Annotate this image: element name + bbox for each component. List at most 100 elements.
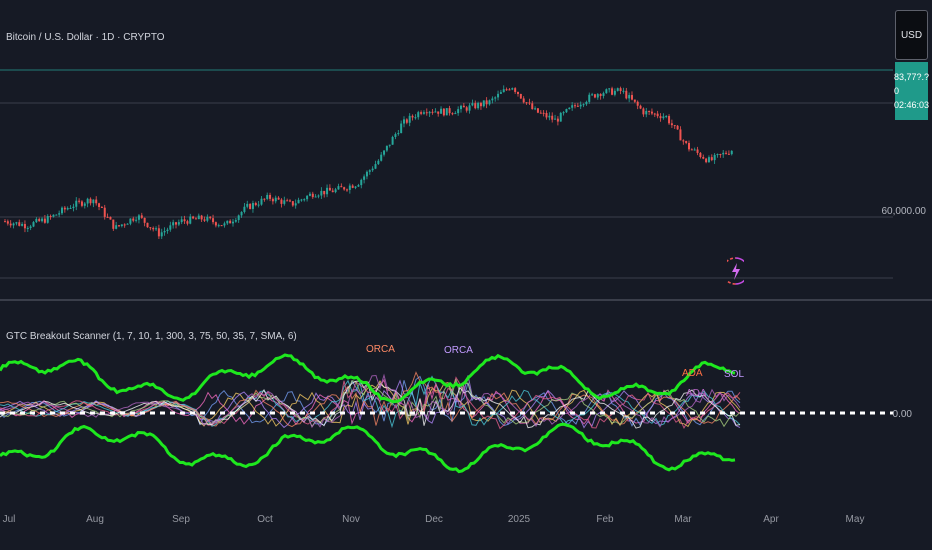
candle-body (120, 224, 123, 227)
candle-body (35, 218, 38, 223)
indicator-zero-tick: 0.00 (892, 409, 912, 420)
candle-body (166, 229, 169, 231)
candle-body (365, 171, 368, 177)
candle-body (83, 203, 86, 206)
candle-body (488, 100, 491, 105)
candle-body (648, 110, 651, 112)
candle-body (328, 187, 331, 191)
candle-body (633, 99, 636, 102)
ticker-label: ADA (682, 368, 703, 379)
candle-body (135, 219, 138, 221)
candle-body (175, 222, 177, 225)
candle-body (317, 195, 320, 197)
candle-body (98, 203, 101, 207)
candle-body (485, 100, 488, 105)
candle-body (571, 105, 574, 108)
candle-body (66, 208, 69, 210)
candle-body (46, 216, 49, 223)
candle-body (371, 168, 374, 171)
candle-body (254, 203, 257, 206)
candle-body (72, 206, 75, 209)
candle-body (189, 216, 192, 224)
candle-body (274, 197, 277, 202)
candle-body (628, 95, 631, 99)
candle-body (442, 108, 445, 116)
candle-body (411, 115, 414, 118)
candle-body (343, 187, 346, 190)
candle-body (266, 194, 269, 199)
candle-body (479, 102, 482, 107)
candle-body (474, 103, 477, 109)
candle-body (232, 221, 234, 224)
candle-body (263, 198, 266, 200)
candle-body (80, 201, 83, 206)
candle-body (306, 195, 309, 200)
candle-body (397, 133, 400, 135)
candle-body (157, 228, 160, 237)
candle-body (631, 95, 633, 100)
candle-body (109, 217, 112, 220)
candle-body (619, 88, 622, 91)
time-axis-label: Nov (342, 514, 360, 525)
candle-body (180, 219, 183, 223)
candle-body (528, 102, 531, 104)
candle-body (497, 93, 500, 98)
candle-body (363, 176, 366, 180)
candle-body (650, 111, 653, 114)
candle-body (482, 100, 485, 107)
candle-body (206, 216, 209, 221)
candle-body (685, 141, 688, 143)
candle-body (377, 160, 380, 165)
candle-body (26, 227, 29, 229)
candle-body (722, 152, 725, 155)
candle-body (346, 189, 348, 191)
candle-body (556, 118, 559, 122)
candle-body (289, 200, 291, 202)
time-axis-label: Apr (763, 514, 779, 525)
candle-body (670, 123, 673, 126)
candle-body (391, 136, 394, 145)
candle-body (240, 211, 243, 216)
candle-body (152, 227, 155, 230)
price-candles (4, 85, 733, 240)
candle-body (41, 218, 44, 222)
candle-body (86, 198, 89, 204)
candle-body (705, 158, 708, 163)
candle-body (673, 125, 676, 127)
candle-body (642, 108, 645, 115)
candle-body (6, 221, 9, 224)
candle-body (696, 149, 699, 153)
candle-body (214, 222, 217, 226)
candle-body (337, 186, 340, 190)
candle-body (517, 91, 519, 94)
candle-body (690, 149, 693, 151)
candle-body (448, 108, 451, 114)
candle-body (542, 112, 545, 114)
candle-body (249, 203, 252, 209)
candle-body (622, 90, 625, 92)
candle-body (340, 186, 343, 188)
candle-body (351, 185, 354, 188)
candle-body (38, 218, 41, 222)
candle-body (636, 101, 639, 106)
candle-body (149, 227, 152, 229)
symbol-title[interactable]: Bitcoin / U.S. Dollar · 1D · CRYPTO (6, 32, 165, 43)
candle-body (331, 190, 334, 193)
candle-body (568, 107, 571, 110)
indicator-title[interactable]: GTC Breakout Scanner (1, 7, 10, 1, 300, … (6, 331, 297, 342)
candle-body (602, 93, 605, 96)
candle-body (445, 108, 448, 116)
time-axis-label: Dec (425, 514, 443, 525)
candle-body (118, 225, 120, 227)
candle-body (725, 152, 728, 154)
lightning-icon[interactable] (727, 256, 744, 286)
candle-body (425, 112, 428, 114)
candle-body (608, 88, 611, 90)
candle-body (596, 94, 599, 98)
candle-body (536, 108, 539, 113)
candle-body (579, 104, 582, 107)
candle-body (4, 221, 6, 223)
currency-button[interactable]: USD (895, 10, 928, 60)
